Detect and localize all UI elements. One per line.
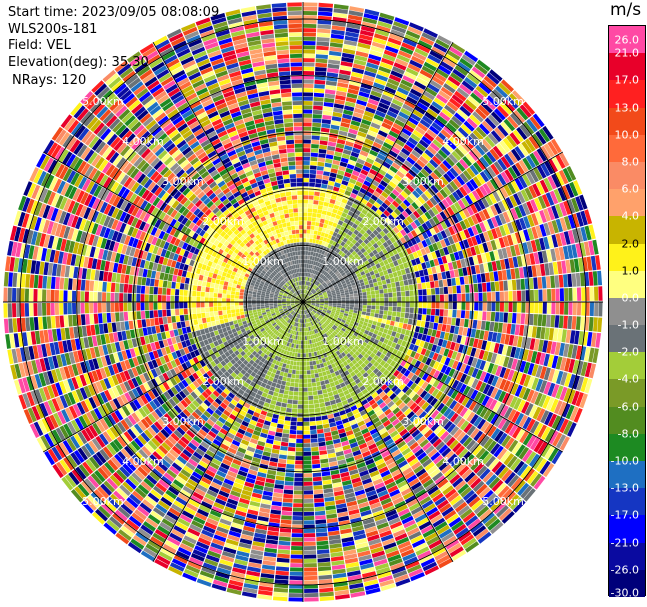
range-label: 4.00km bbox=[442, 455, 484, 468]
colorbar-label: -6.0 bbox=[618, 401, 639, 412]
colorbar-label: -10.0 bbox=[611, 456, 639, 467]
start-time-label: Start time: 2023/09/05 08:08:09 bbox=[0, 5, 219, 22]
colorbar-label: 26.0 bbox=[615, 35, 640, 46]
colorbar-label: 8.0 bbox=[622, 156, 640, 167]
range-label: 1.00km bbox=[322, 335, 364, 348]
scan-info: Start time: 2023/09/05 08:08:09 WLS200s-… bbox=[0, 5, 219, 90]
range-label: 5.00km bbox=[482, 495, 524, 508]
range-label: 4.00km bbox=[122, 455, 164, 468]
range-label: 2.00km bbox=[362, 375, 404, 388]
colorbar-label: -8.0 bbox=[618, 428, 639, 439]
range-label: 2.00km bbox=[362, 215, 404, 228]
range-label: 5.00km bbox=[482, 95, 524, 108]
colorbar-label: 13.0 bbox=[615, 102, 640, 113]
colorbar-label: -4.0 bbox=[618, 374, 639, 385]
range-label: 3.00km bbox=[402, 175, 444, 188]
range-label: 2.00km bbox=[202, 375, 244, 388]
colorbar-label: -30.0 bbox=[611, 588, 639, 599]
range-label: 3.00km bbox=[162, 415, 204, 428]
nrays-label: NRays: 120 bbox=[0, 73, 219, 90]
field-label: Field: VEL bbox=[0, 38, 219, 55]
range-label: 1.00km bbox=[242, 335, 284, 348]
station-label: WLS200s-181 bbox=[0, 22, 219, 39]
range-label: 3.00km bbox=[162, 175, 204, 188]
colorbar-label: 21.0 bbox=[615, 48, 640, 59]
velocity-colorbar: 26.0 21.0 17.0 13.0 10.0 8.0 6.0 4.0 2.0 1.0 0.0 -1… bbox=[608, 25, 646, 596]
colorbar-label: 6.0 bbox=[622, 184, 640, 195]
range-label: 5.00km bbox=[82, 495, 124, 508]
colorbar-unit: m/s bbox=[610, 0, 641, 20]
colorbar-label: 0.0 bbox=[622, 292, 640, 303]
colorbar-label: -13.0 bbox=[611, 483, 639, 494]
colorbar-label: 4.0 bbox=[622, 211, 640, 222]
range-label: 1.00km bbox=[242, 255, 284, 268]
elevation-label: Elevation(deg): 35.30 bbox=[0, 55, 219, 72]
colorbar-label: -21.0 bbox=[611, 537, 639, 548]
range-label: 5.00km bbox=[82, 95, 124, 108]
range-label: 2.00km bbox=[202, 215, 244, 228]
range-label: 4.00km bbox=[122, 135, 164, 148]
colorbar-label: -2.0 bbox=[618, 347, 639, 358]
range-label: 4.00km bbox=[442, 135, 484, 148]
colorbar-label: -26.0 bbox=[611, 564, 639, 575]
colorbar-label: 2.0 bbox=[622, 238, 640, 249]
colorbar-label: 10.0 bbox=[615, 129, 640, 140]
colorbar-label: 1.0 bbox=[622, 265, 640, 276]
range-label: 3.00km bbox=[402, 415, 444, 428]
colorbar-label: -1.0 bbox=[618, 320, 639, 331]
range-label: 1.00km bbox=[322, 255, 364, 268]
colorbar-label: 17.0 bbox=[615, 75, 640, 86]
colorbar-label: -17.0 bbox=[611, 510, 639, 521]
